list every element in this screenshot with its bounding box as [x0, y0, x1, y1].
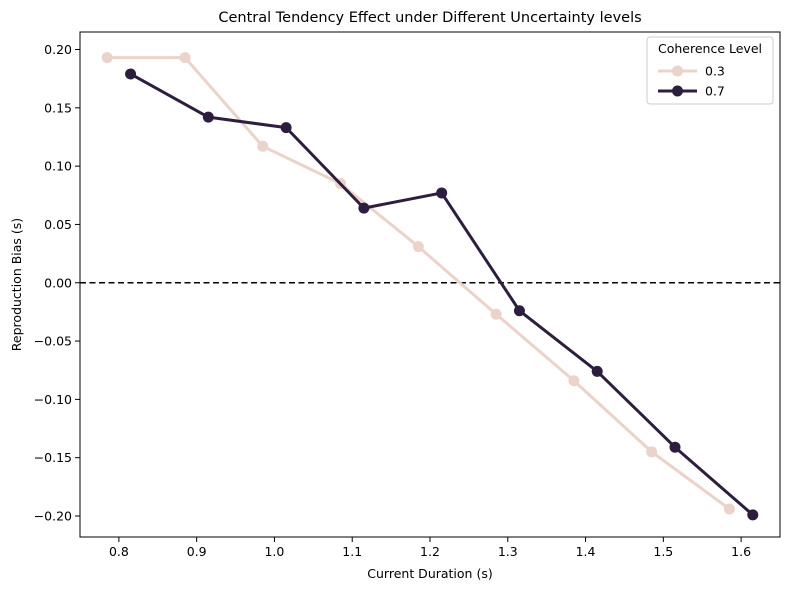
x-tick-label: 1.3: [498, 544, 518, 559]
data-point-0.3: [490, 308, 502, 320]
chart-title: Central Tendency Effect under Different …: [218, 10, 641, 26]
y-tick-label: 0.00: [44, 275, 72, 290]
data-point-0.3: [257, 140, 269, 152]
data-point-0.3: [646, 446, 658, 458]
x-tick-label: 1.0: [264, 544, 284, 559]
legend-marker-0.3: [672, 65, 683, 77]
data-point-0.7: [125, 68, 137, 80]
legend-marker-0.7: [672, 85, 683, 97]
x-tick-label: 1.6: [731, 544, 751, 559]
axes-layer: 0.8 0.9 1.0 1.1 1.2 1.3 1.4 1.5 1.6 0.20 0.15 0.10 0…: [34, 42, 780, 559]
data-point-0.7: [202, 111, 214, 123]
legend-title: Coherence Level: [658, 41, 762, 56]
x-axis-title: Current Duration (s): [367, 566, 492, 581]
data-point-0.3: [568, 375, 580, 387]
plot-frame: [79, 31, 781, 538]
legend: Coherence Level 0.3 0.7: [646, 36, 774, 105]
data-point-0.3: [412, 241, 424, 253]
x-tick-label: 1.4: [576, 544, 596, 559]
data-point-0.7: [513, 305, 525, 317]
y-tick-label: −0.15: [34, 450, 72, 465]
x-tick-label: 1.1: [342, 544, 362, 559]
y-axis-title: Reproduction Bias (s): [9, 218, 24, 351]
x-tick-label: 0.9: [187, 544, 207, 559]
x-tick-label: 1.2: [420, 544, 440, 559]
y-tick-label: 0.20: [44, 42, 72, 57]
y-tick-label: −0.20: [34, 509, 72, 524]
y-tick-label: 0.15: [44, 100, 72, 115]
y-tick-label: −0.10: [34, 392, 72, 407]
legend-label-0.3: 0.3: [705, 64, 725, 79]
x-tick-label: 0.8: [109, 544, 129, 559]
data-point-0.3: [179, 52, 191, 64]
data-point-0.7: [436, 187, 448, 199]
y-tick-label: 0.05: [44, 217, 72, 232]
series-layer: [101, 52, 759, 521]
y-tick-label: −0.05: [34, 334, 72, 349]
y-tick-label: 0.10: [44, 159, 72, 174]
series-line-0.7: [129, 72, 755, 517]
data-point-0.3: [101, 52, 113, 64]
data-point-0.3: [723, 503, 735, 515]
data-point-0.7: [280, 122, 292, 134]
data-point-0.7: [747, 509, 759, 521]
x-tick-label: 1.5: [653, 544, 673, 559]
legend-label-0.7: 0.7: [705, 84, 725, 99]
data-point-0.7: [358, 202, 370, 214]
data-point-0.7: [669, 441, 681, 453]
data-point-0.7: [591, 365, 603, 377]
